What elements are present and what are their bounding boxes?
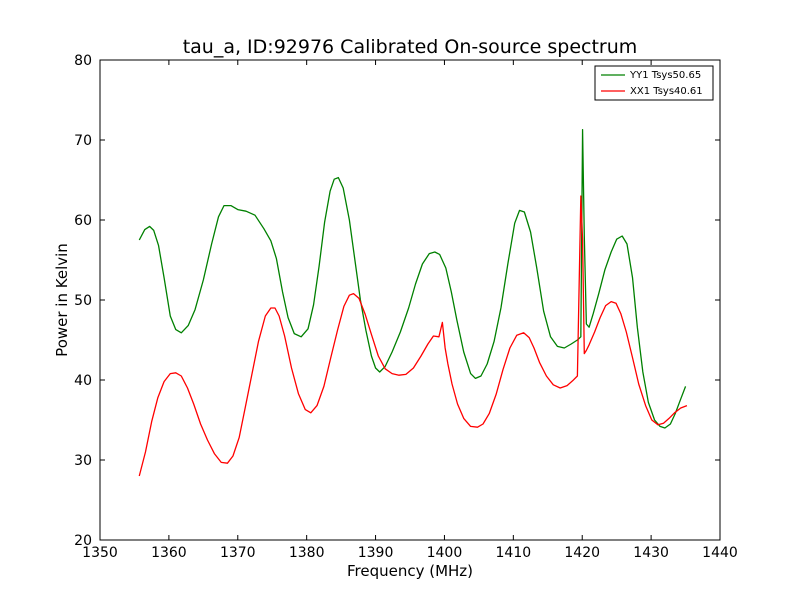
y-tick-label: 40 (74, 373, 92, 389)
y-tick-label: 30 (74, 453, 92, 469)
series-layer (138, 128, 688, 477)
tick-layer: 1350 1360 1370 1380 1390 1400 1410 1420 1430 1440… (74, 53, 738, 561)
legend: YY1 Tsys50.65 XX1 Tsys40.61 (594, 65, 714, 101)
x-tick-label: 1370 (220, 545, 256, 561)
x-axis-label: Frequency (MHz) (347, 562, 473, 580)
x-tick-label: 1420 (564, 545, 600, 561)
y-tick-label: 70 (74, 133, 92, 149)
legend-label-xx1: XX1 Tsys40.61 (630, 86, 703, 97)
y-tick-label: 20 (74, 533, 92, 549)
x-tick-label: 1400 (427, 545, 463, 561)
series-line-xx1 (138, 195, 688, 477)
x-tick-label: 1360 (151, 545, 187, 561)
x-tick-label: 1440 (702, 545, 738, 561)
x-tick-label: 1390 (358, 545, 394, 561)
x-tick-label: 1380 (289, 545, 325, 561)
legend-label-yy1: YY1 Tsys50.65 (629, 70, 701, 81)
x-tick-label: 1410 (496, 545, 532, 561)
x-tick-label: 1430 (633, 545, 669, 561)
series-line-yy1 (138, 128, 687, 429)
y-tick-label: 60 (74, 213, 92, 229)
legend-frame (594, 65, 714, 101)
x-tick-label: 1350 (82, 545, 118, 561)
y-tick-label: 50 (74, 293, 92, 309)
y-axis-label: Power in Kelvin (53, 243, 71, 357)
chart-title: tau_a, ID:92976 Calibrated On-source spe… (183, 36, 638, 58)
y-tick-label: 80 (74, 53, 92, 69)
